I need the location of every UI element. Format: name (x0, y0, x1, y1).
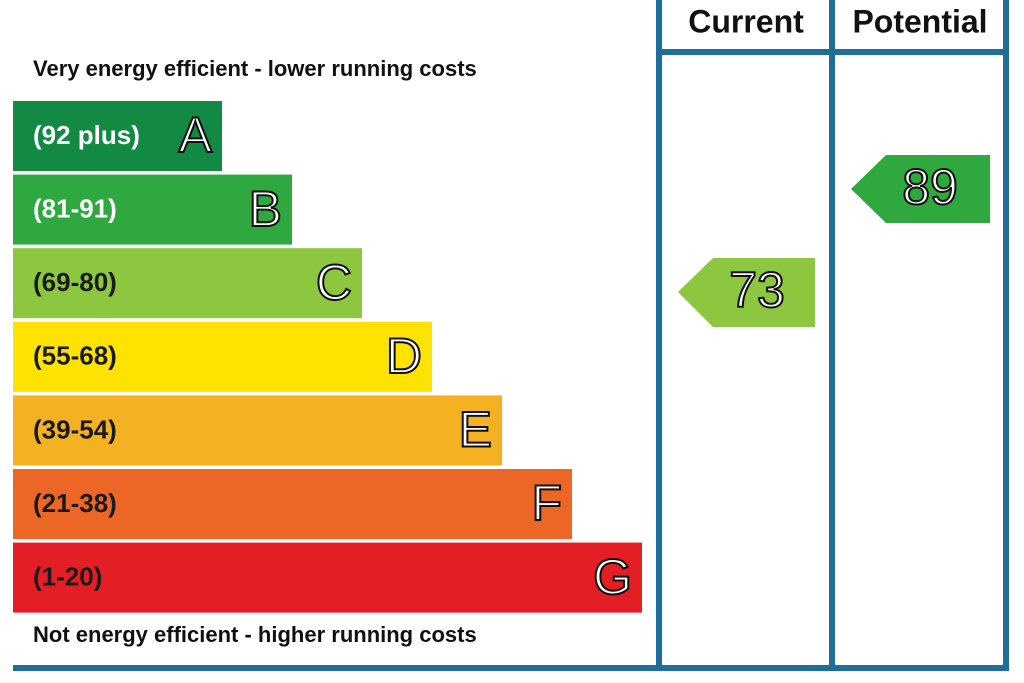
band-letter: E (459, 402, 492, 458)
band-range: (81-91) (33, 193, 117, 223)
band-letter: B (249, 181, 282, 237)
potential-value: 89 (902, 159, 958, 215)
current-arrow (678, 258, 815, 327)
potential-header: Potential (852, 3, 987, 39)
band-bar (13, 174, 292, 245)
potential-arrow (851, 155, 990, 223)
band-letter: C (316, 254, 352, 310)
bottom-note: Not energy efficient - higher running co… (33, 622, 477, 647)
band-range: (1-20) (33, 561, 102, 591)
band-bar (13, 542, 642, 613)
band-letter: F (531, 475, 562, 531)
band-range: (92 plus) (33, 120, 140, 150)
band-letter: G (593, 549, 632, 605)
current-value: 73 (729, 262, 785, 318)
band-bar (13, 248, 362, 319)
band-bar (13, 101, 222, 171)
band-range: (69-80) (33, 267, 117, 297)
band-bar (13, 321, 432, 392)
band-bar (13, 469, 572, 539)
band-range: (21-38) (33, 488, 117, 518)
bands: (92 plus) A (81-91) B (69-80) C (55-68) D (39-54… (13, 101, 642, 613)
band-range: (55-68) (33, 341, 117, 371)
band-range: (39-54) (33, 414, 117, 444)
current-header: Current (688, 3, 804, 39)
band-letter: D (386, 328, 422, 384)
top-note: Very energy efficient - lower running co… (33, 56, 477, 81)
band-bar (13, 395, 502, 466)
band-letter: A (179, 107, 213, 163)
